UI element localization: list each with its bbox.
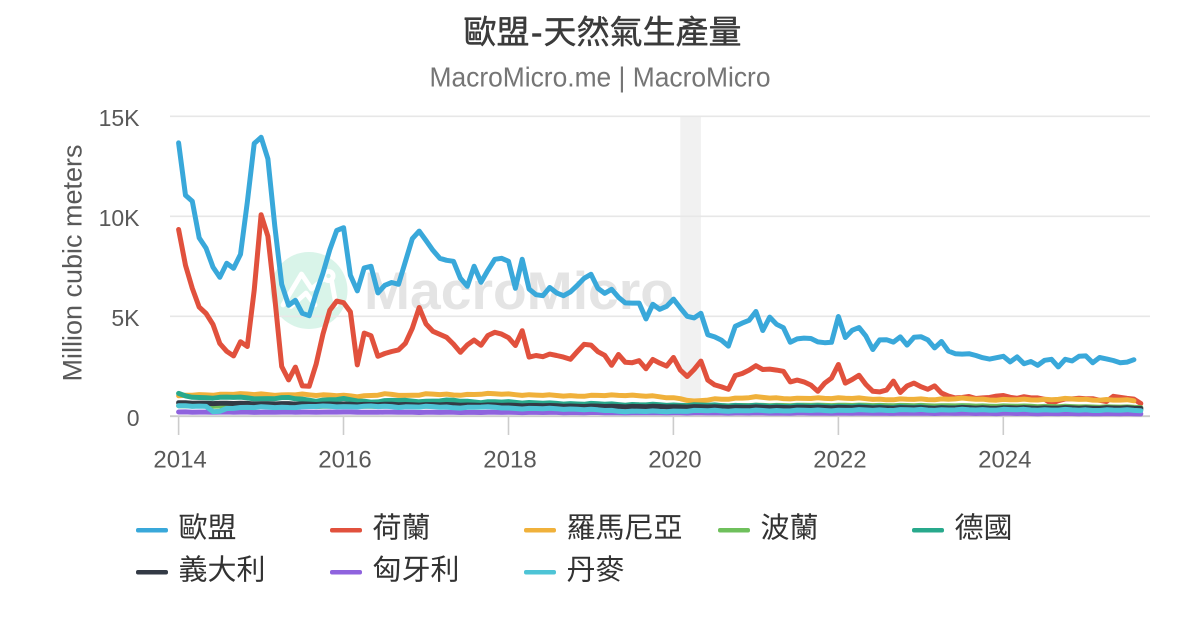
- svg-text:10K: 10K: [99, 205, 141, 231]
- svg-text:MacroMicro.me | MacroMicro: MacroMicro.me | MacroMicro: [430, 62, 771, 93]
- svg-text:5K: 5K: [111, 305, 140, 331]
- svg-text:2022: 2022: [813, 447, 866, 474]
- svg-text:0: 0: [127, 405, 140, 431]
- svg-text:2024: 2024: [978, 447, 1031, 474]
- svg-text:2014: 2014: [153, 447, 206, 474]
- svg-text:Million cubic meters: Million cubic meters: [58, 144, 88, 381]
- svg-text:2020: 2020: [648, 447, 701, 474]
- svg-text:15K: 15K: [99, 105, 141, 131]
- svg-text:2016: 2016: [318, 447, 371, 474]
- svg-text:2018: 2018: [483, 447, 536, 474]
